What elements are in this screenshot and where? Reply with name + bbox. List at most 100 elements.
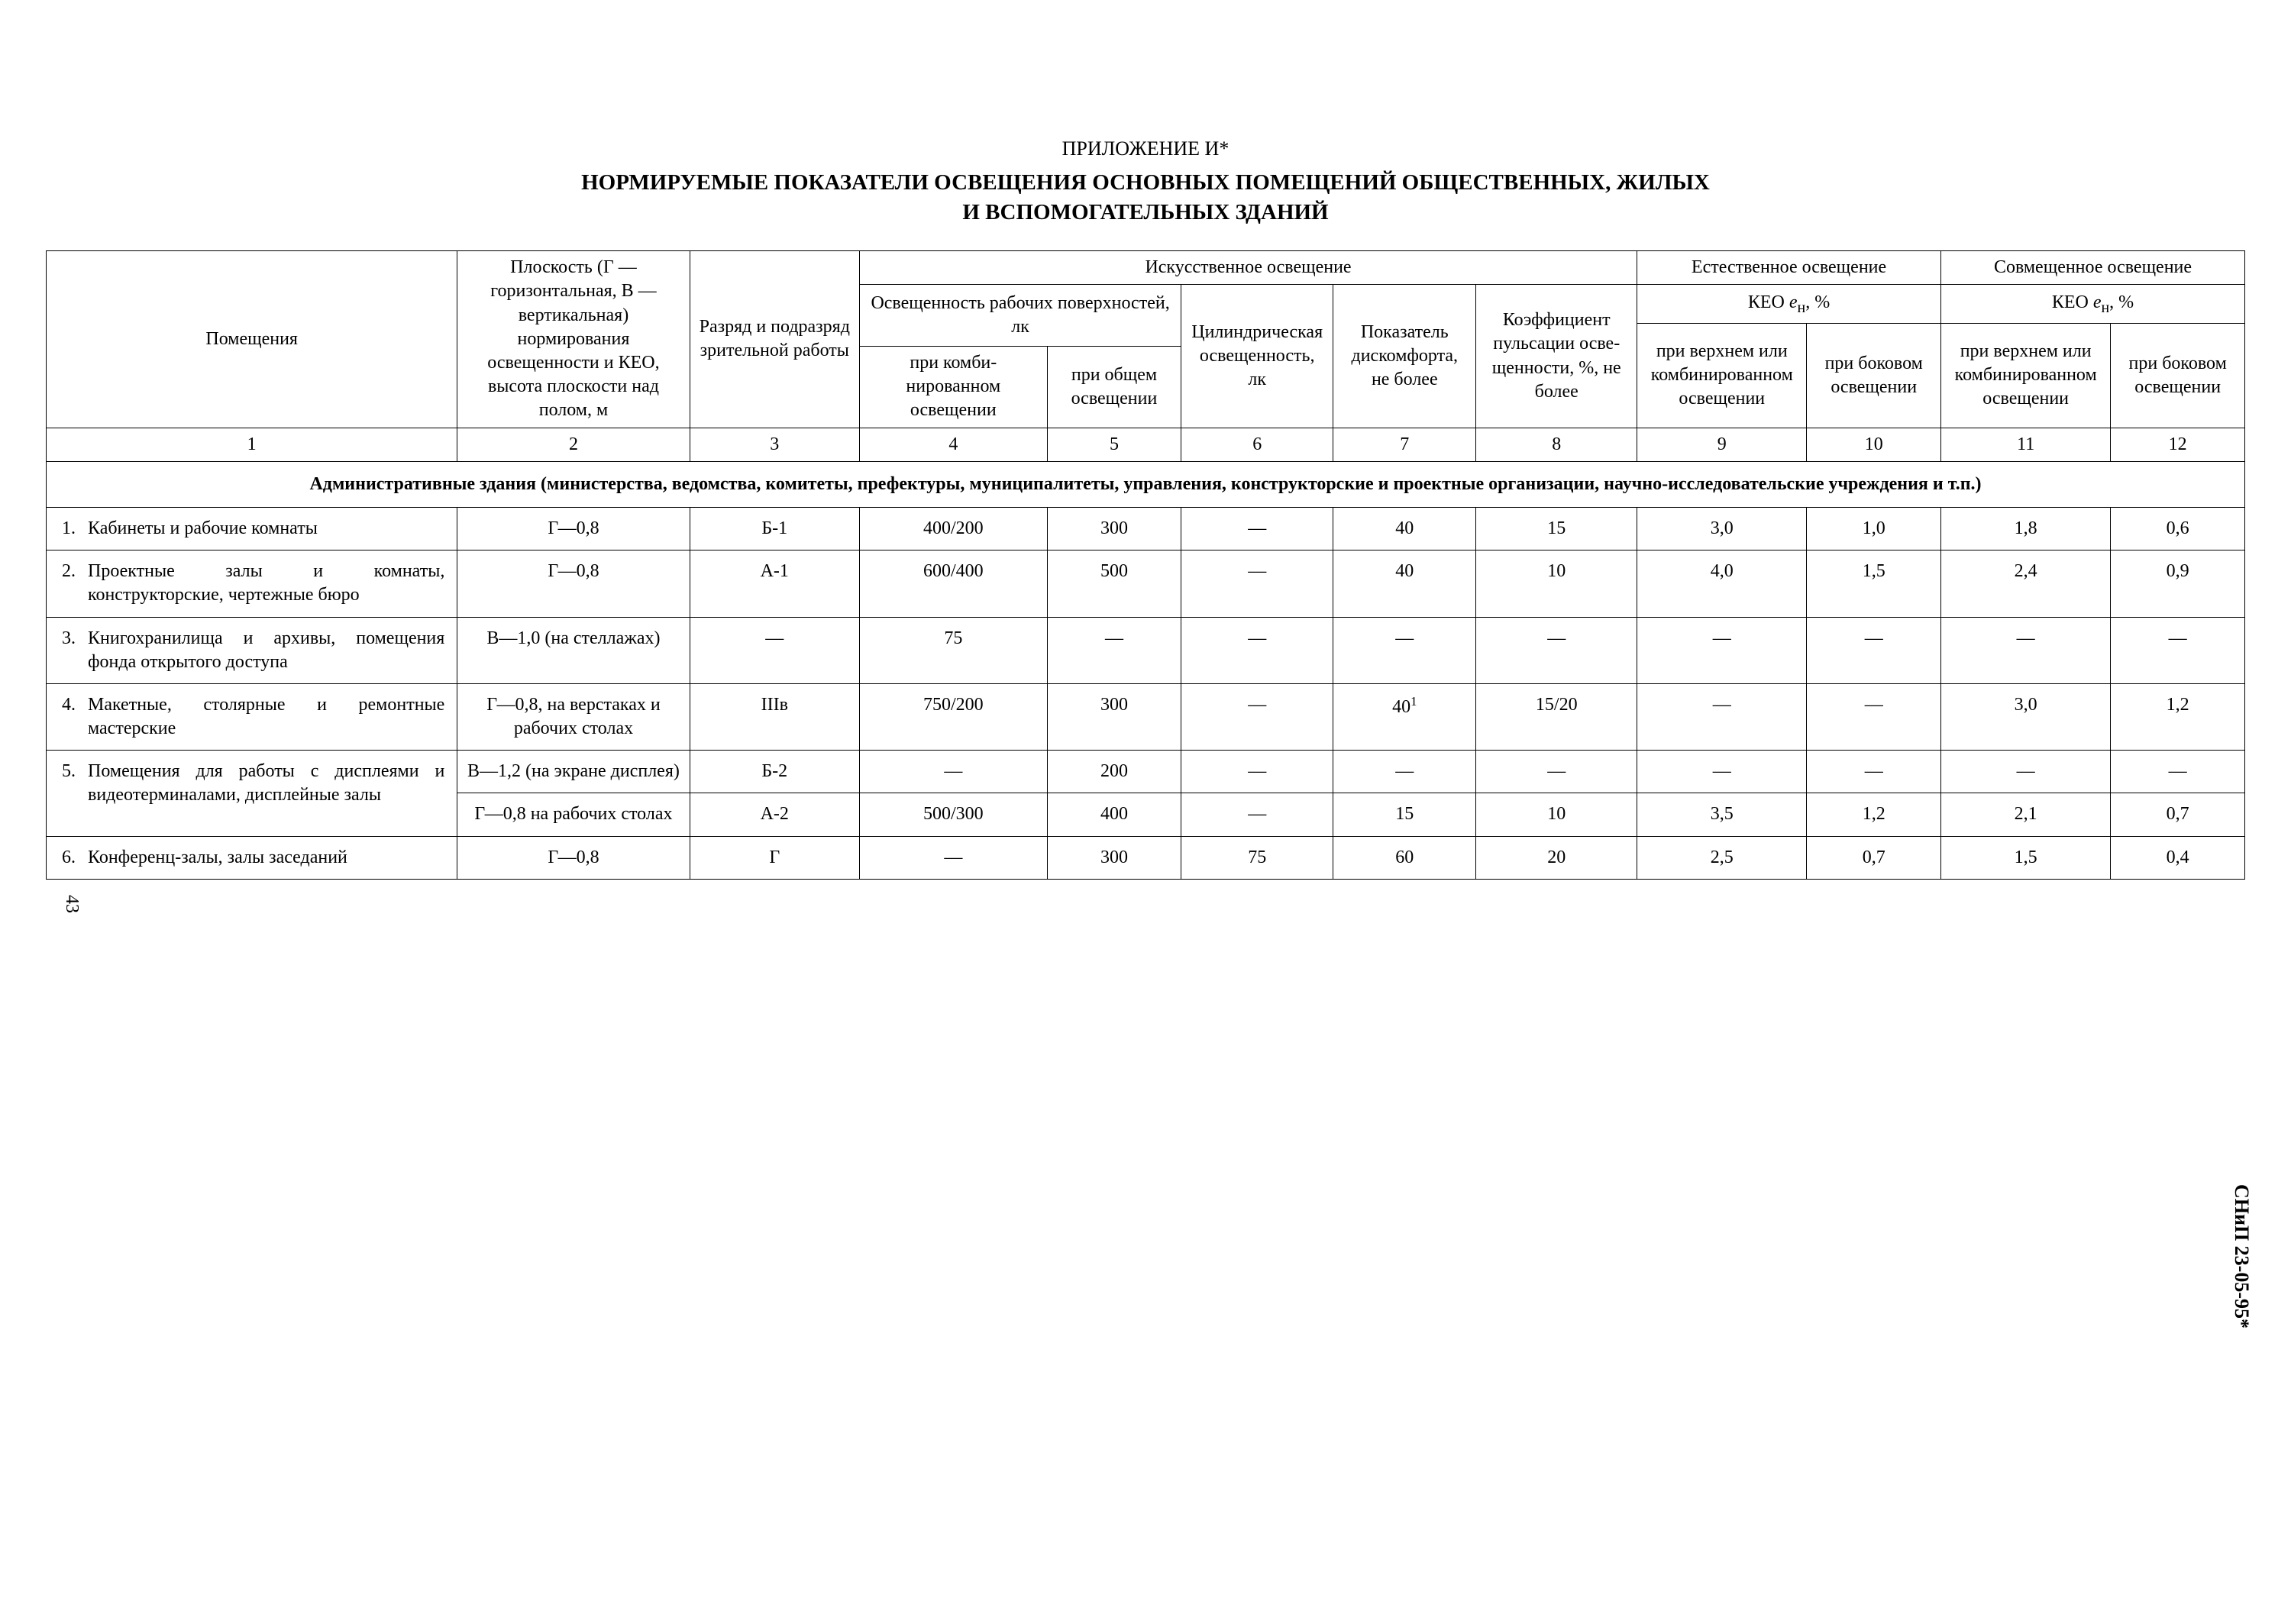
room-number: 2. (62, 560, 88, 583)
room-name: Макетные, столярные и ре­монтные мастерс… (88, 693, 444, 741)
data-cell: Г (690, 836, 859, 879)
room-cell: 2.Проектные залы и комна­ты, конструктор… (47, 550, 457, 617)
header-c11: при верхнем или комбини­рованном освещен… (1940, 323, 2110, 428)
data-cell: — (1476, 617, 1637, 683)
data-cell: Б-2 (690, 751, 859, 793)
data-cell: 500/300 (859, 793, 1047, 836)
data-cell: — (1940, 751, 2110, 793)
header-natural: Естественное освещение (1637, 251, 1941, 285)
column-number: 7 (1333, 428, 1476, 461)
table-row: 1.Кабинеты и рабочие комнатыГ—0,8Б-1400/… (47, 507, 2245, 550)
data-cell: — (859, 751, 1047, 793)
room-name: Проектные залы и комна­ты, конструкторск… (88, 560, 444, 607)
data-cell: 20 (1476, 836, 1637, 879)
table-row: 6.Конференц-залы, залы за­седанийГ—0,8Г—… (47, 836, 2245, 879)
column-number: 11 (1940, 428, 2110, 461)
data-cell: 600/400 (859, 550, 1047, 617)
data-cell: — (1047, 617, 1181, 683)
data-cell: 75 (859, 617, 1047, 683)
header-c12: при боковом освеще­нии (2111, 323, 2245, 428)
data-cell: 40 (1333, 507, 1476, 550)
column-number: 4 (859, 428, 1047, 461)
data-cell: 10 (1476, 550, 1637, 617)
room-name: Книгохранилища и архивы, помещения фонда… (88, 627, 444, 674)
room-number: 4. (62, 693, 88, 717)
data-cell: 300 (1047, 507, 1181, 550)
column-number: 2 (457, 428, 690, 461)
data-cell: 10 (1476, 793, 1637, 836)
header-cylindrical: Цилинд­рическая освещен­ность, лк (1181, 285, 1333, 428)
data-cell: — (1181, 550, 1333, 617)
header-discomfort: Показа­тель диском­форта, не более (1333, 285, 1476, 428)
document-code: СНиП 23-05-95* (2230, 1184, 2253, 1329)
data-cell: — (1333, 751, 1476, 793)
document-page: ПРИЛОЖЕНИЕ И* НОРМИРУЕМЫЕ ПОКАЗАТЕЛИ ОСВ… (46, 137, 2245, 880)
page-number: 43 (61, 895, 82, 913)
data-cell: 3,0 (1637, 507, 1807, 550)
data-cell: — (1940, 617, 2110, 683)
data-cell: — (1181, 683, 1333, 750)
data-cell: 0,6 (2111, 507, 2245, 550)
room-cell: 4.Макетные, столярные и ре­монтные масте… (47, 683, 457, 750)
data-cell: 40 (1333, 550, 1476, 617)
data-cell: — (1807, 751, 1941, 793)
data-cell: В—1,2 (на экране дисплея) (457, 751, 690, 793)
header-pulsation: Коэффици­ент пульса­ции осве­щенности, %… (1476, 285, 1637, 428)
data-cell: 0,9 (2111, 550, 2245, 617)
data-cell: 400/200 (859, 507, 1047, 550)
data-cell: — (1181, 617, 1333, 683)
data-cell: Г—0,8, на верстаках и рабочих столах (457, 683, 690, 750)
data-cell: IIIв (690, 683, 859, 750)
table-row: 2.Проектные залы и комна­ты, конструктор… (47, 550, 2245, 617)
data-cell: 300 (1047, 683, 1181, 750)
data-cell: 2,5 (1637, 836, 1807, 879)
data-cell: Г—0,8 (457, 836, 690, 879)
table-row: 4.Макетные, столярные и ре­монтные масте… (47, 683, 2245, 750)
data-cell: А-2 (690, 793, 859, 836)
data-cell: 60 (1333, 836, 1476, 879)
data-cell: В—1,0 (на стеллажах) (457, 617, 690, 683)
room-number: 5. (62, 760, 88, 783)
room-name: Помещения для работы с дисплеями и видео… (88, 760, 444, 807)
room-cell: 5.Помещения для работы с дисплеями и вид… (47, 751, 457, 836)
data-cell: — (1637, 683, 1807, 750)
column-number: 1 (47, 428, 457, 461)
column-number: 8 (1476, 428, 1637, 461)
data-cell: Б-1 (690, 507, 859, 550)
table-row: 3.Книгохранилища и архивы, помещения фон… (47, 617, 2245, 683)
room-cell: 6.Конференц-залы, залы за­седаний (47, 836, 457, 879)
section-row: Административные здания (министерства, в… (47, 461, 2245, 507)
room-name: Кабинеты и рабочие комнаты (88, 517, 444, 541)
title-line-1: НОРМИРУЕМЫЕ ПОКАЗАТЕЛИ ОСВЕЩЕНИЯ ОСНОВНЫ… (581, 170, 1710, 195)
data-cell: 1,2 (2111, 683, 2245, 750)
column-number: 6 (1181, 428, 1333, 461)
column-number: 10 (1807, 428, 1941, 461)
room-number: 1. (62, 517, 88, 541)
standards-table: Помещения Плоскость (Г — горизонтальная,… (46, 250, 2245, 880)
data-cell: 1,2 (1807, 793, 1941, 836)
header-artificial: Искусственное освещение (859, 251, 1637, 285)
column-number: 9 (1637, 428, 1807, 461)
room-name: Конференц-залы, залы за­седаний (88, 846, 444, 870)
header-rooms: Помещения (47, 251, 457, 428)
data-cell: Г—0,8 на рабочих столах (457, 793, 690, 836)
section-title: Административные здания (министерства, в… (47, 461, 2245, 507)
header-c4: при комби­нированном освещении (859, 347, 1047, 428)
data-cell: 2,1 (1940, 793, 2110, 836)
data-cell: 1,5 (1940, 836, 2110, 879)
room-cell: 1.Кабинеты и рабочие комнаты (47, 507, 457, 550)
data-cell: 3,0 (1940, 683, 2110, 750)
data-cell: 4,0 (1637, 550, 1807, 617)
data-cell: 75 (1181, 836, 1333, 879)
data-cell: 15 (1476, 507, 1637, 550)
data-cell: — (1181, 507, 1333, 550)
document-title: НОРМИРУЕМЫЕ ПОКАЗАТЕЛИ ОСВЕЩЕНИЯ ОСНОВНЫ… (46, 168, 2245, 228)
column-number: 3 (690, 428, 859, 461)
data-cell: А-1 (690, 550, 859, 617)
data-cell: — (690, 617, 859, 683)
data-cell: — (1476, 751, 1637, 793)
data-cell: 500 (1047, 550, 1181, 617)
data-cell: — (1181, 751, 1333, 793)
data-cell: — (859, 836, 1047, 879)
title-line-2: И ВСПОМОГАТЕЛЬНЫХ ЗДАНИЙ (962, 200, 1328, 224)
